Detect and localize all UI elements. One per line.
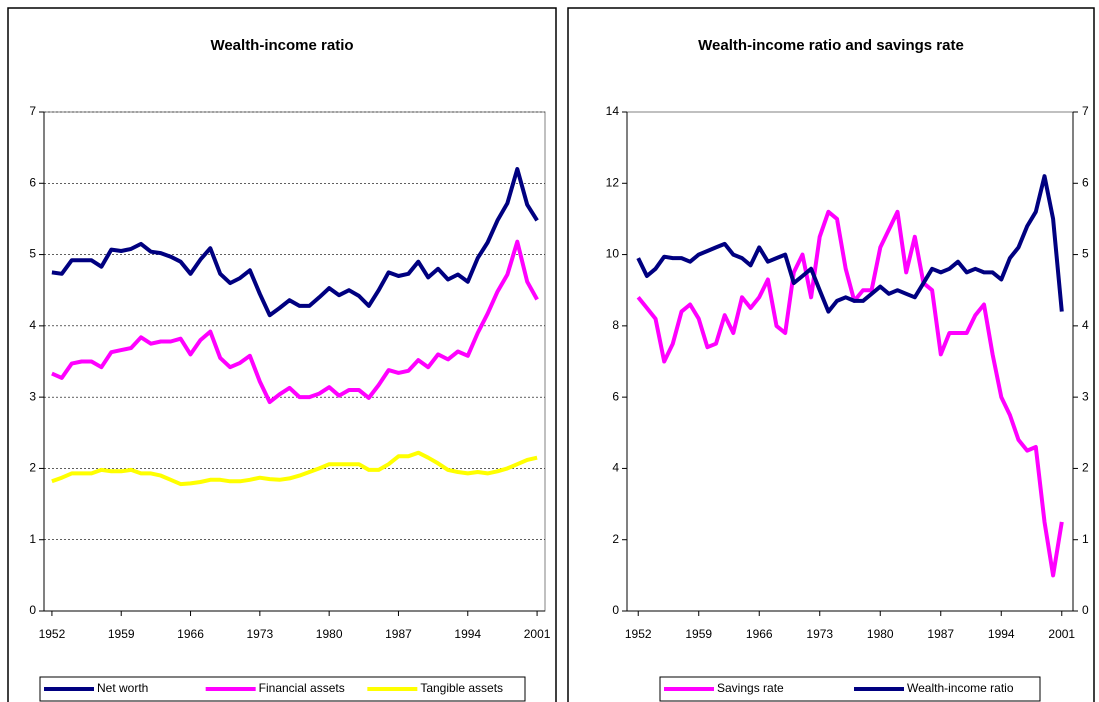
x-tick-label: 1966: [177, 627, 204, 641]
legend: [39, 676, 526, 702]
data-line: [51, 450, 538, 487]
legend-label: Savings rate: [717, 681, 784, 695]
y-tick-label: 10: [606, 247, 620, 261]
y-tick-label: 4: [29, 318, 36, 332]
data-line: [636, 209, 1064, 578]
x-tick-label: 1952: [625, 627, 652, 641]
x-tick-label: 1959: [685, 627, 712, 641]
y2-tick-label: 0: [1082, 603, 1089, 617]
y2-tick-label: 7: [1082, 104, 1089, 118]
y2-tick-label: 1: [1082, 532, 1089, 546]
y-tick-label: 6: [612, 389, 619, 403]
plot-area: [626, 111, 1074, 612]
y-tick-label: 1: [29, 532, 36, 546]
y-tick-label: 4: [612, 461, 619, 475]
legend-label: Net worth: [97, 681, 148, 695]
y-tick-label: 2: [29, 461, 36, 475]
y2-tick-label: 5: [1082, 247, 1089, 261]
x-tick-label: 1973: [246, 627, 273, 641]
x-tick-label: 1987: [385, 627, 412, 641]
x-tick-label: 1952: [39, 627, 66, 641]
data-line: [51, 239, 539, 405]
y2-tick-label: 2: [1082, 461, 1089, 475]
x-tick-label: 1994: [988, 627, 1015, 641]
legend: [659, 676, 1041, 702]
data-line: [636, 174, 1064, 314]
x-tick-label: 1959: [108, 627, 135, 641]
y-tick-label: 3: [29, 389, 36, 403]
y2-tick-label: 3: [1082, 389, 1089, 403]
legend-label: Wealth-income ratio: [907, 681, 1014, 695]
x-tick-label: 1966: [746, 627, 773, 641]
y-tick-label: 2: [612, 532, 619, 546]
y-tick-label: 5: [29, 247, 36, 261]
data-line: [51, 167, 539, 318]
chart-title: Wealth-income ratio: [210, 37, 353, 54]
x-tick-label: 1980: [316, 627, 343, 641]
x-tick-label: 1987: [927, 627, 954, 641]
y-tick-label: 0: [29, 603, 36, 617]
y2-tick-label: 4: [1082, 318, 1089, 332]
y-tick-label: 6: [29, 175, 36, 189]
x-tick-label: 1973: [806, 627, 833, 641]
y-tick-label: 7: [29, 104, 36, 118]
y-tick-label: 12: [606, 175, 620, 189]
plot-area: [43, 111, 546, 612]
y-tick-label: 8: [612, 318, 619, 332]
y-tick-label: 0: [612, 603, 619, 617]
y2-tick-label: 6: [1082, 175, 1089, 189]
x-tick-label: 1994: [454, 627, 481, 641]
chart-title: Wealth-income ratio and savings rate: [698, 37, 964, 54]
x-tick-label: 1980: [867, 627, 894, 641]
x-tick-label: 2001: [524, 627, 551, 641]
x-tick-label: 2001: [1048, 627, 1075, 641]
legend-label: Tangible assets: [420, 681, 503, 695]
y-tick-label: 14: [606, 104, 620, 118]
legend-label: Financial assets: [259, 681, 345, 695]
